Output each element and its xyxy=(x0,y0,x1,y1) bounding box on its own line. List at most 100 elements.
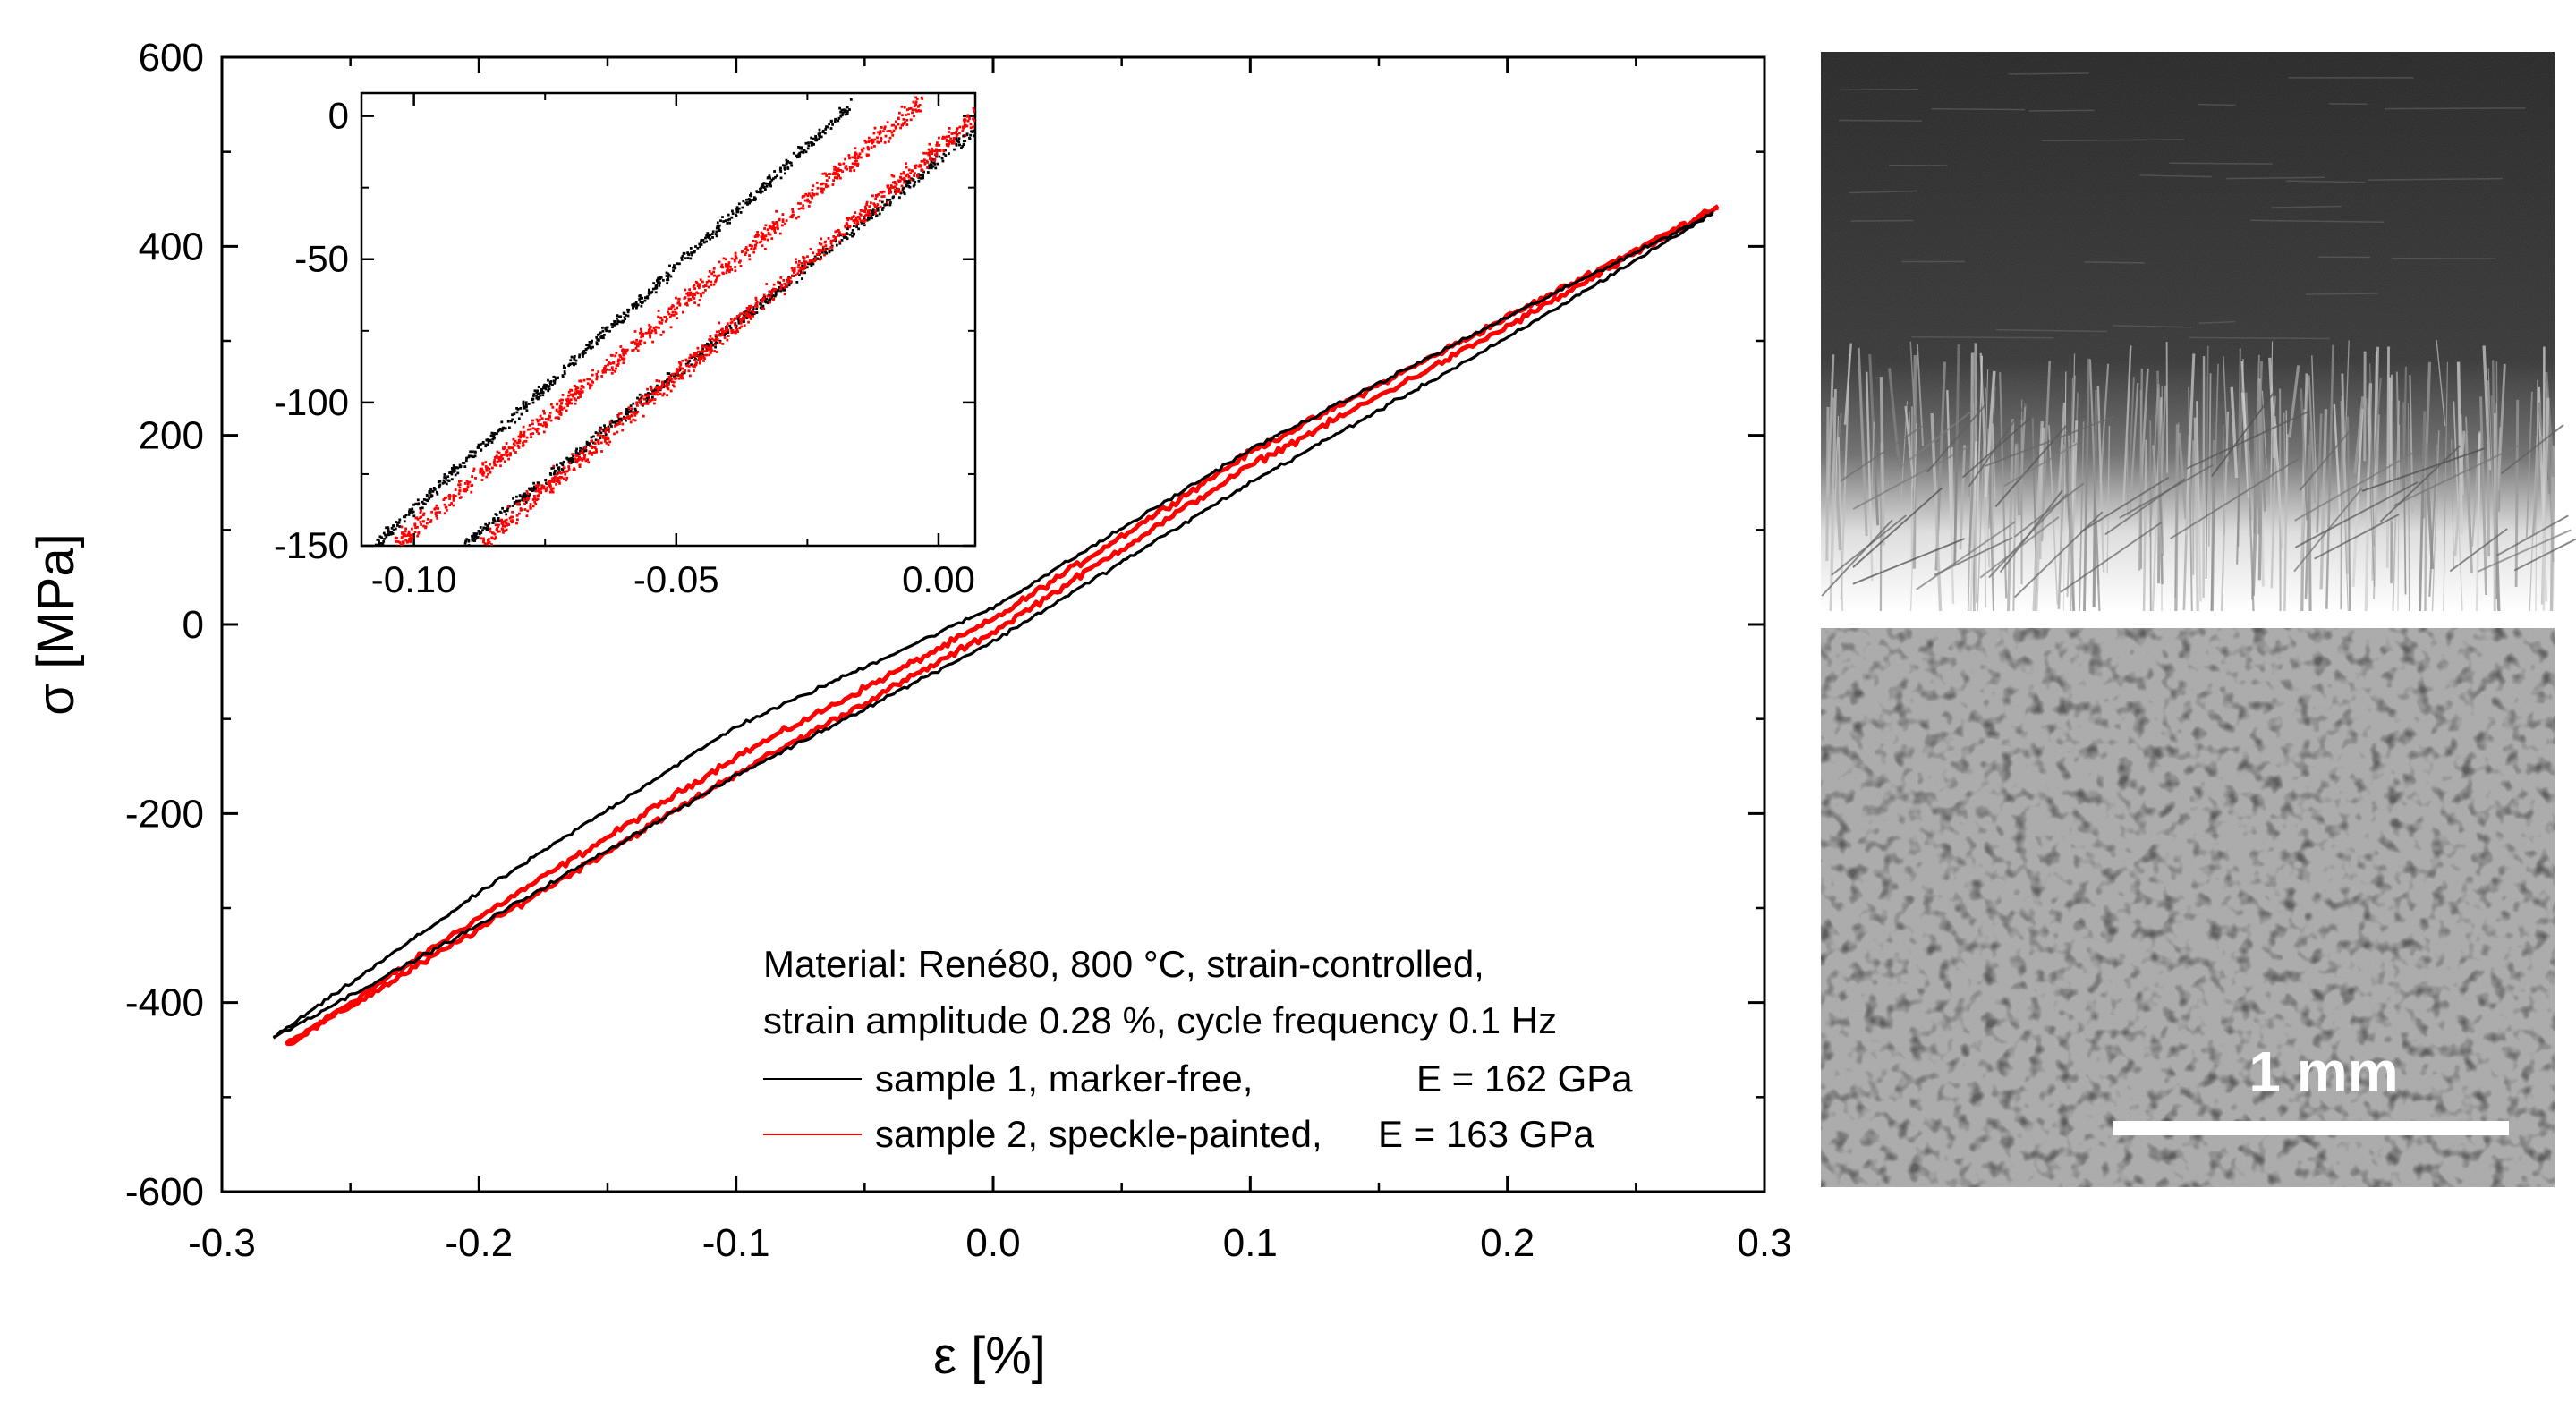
inset-point xyxy=(828,176,831,179)
inset-point xyxy=(527,403,531,405)
inset-point xyxy=(867,153,870,157)
inset-point xyxy=(545,384,548,386)
inset-point xyxy=(588,450,591,454)
inset-point xyxy=(905,114,907,116)
inset-point xyxy=(480,472,484,476)
inset-point xyxy=(677,369,680,372)
inset-point xyxy=(594,438,598,442)
inset-point xyxy=(562,471,565,474)
inset-point xyxy=(616,317,618,320)
inset-point xyxy=(705,281,709,284)
inset-point xyxy=(907,168,911,172)
inset-point xyxy=(697,350,700,353)
inset-point xyxy=(739,320,743,323)
inset-point xyxy=(522,425,525,429)
inset-point xyxy=(803,261,806,265)
inset-point xyxy=(594,431,598,434)
inset-point xyxy=(591,446,594,449)
inset-point xyxy=(716,337,719,341)
inset-point xyxy=(503,454,506,456)
inset-point xyxy=(778,286,781,289)
inset-point xyxy=(601,326,604,329)
inset-point xyxy=(819,252,821,256)
inset-point xyxy=(378,535,382,539)
inset-point xyxy=(867,148,870,151)
inset-point xyxy=(582,355,584,358)
inset-point xyxy=(649,326,652,329)
inset-point xyxy=(712,338,716,342)
inset-point xyxy=(868,205,871,208)
inset-point xyxy=(941,159,945,163)
inset-point xyxy=(836,229,838,233)
inset-point xyxy=(579,451,582,454)
inset-point xyxy=(905,118,909,122)
inset-point xyxy=(916,105,920,108)
inset-point xyxy=(726,325,728,327)
inset-point xyxy=(755,307,759,310)
inset-point xyxy=(465,538,469,541)
inset-point xyxy=(377,539,380,541)
inset-x-tick-label: -0.10 xyxy=(371,558,457,600)
inset-point xyxy=(795,258,797,261)
inset-point xyxy=(531,427,535,430)
inset-point xyxy=(484,526,487,530)
inset-point xyxy=(922,174,924,177)
inset-point xyxy=(458,489,462,492)
inset-point xyxy=(853,225,855,227)
inset-point xyxy=(884,134,888,138)
inset-point xyxy=(905,162,907,166)
inset-point xyxy=(920,159,923,163)
inset-point xyxy=(481,529,484,532)
inset-point xyxy=(855,219,859,223)
inset-point xyxy=(540,488,542,490)
inset-point xyxy=(625,408,629,412)
y-tick-label: 0 xyxy=(183,603,204,647)
inset-point xyxy=(831,173,835,175)
inset-point xyxy=(737,321,741,325)
inset-point xyxy=(746,312,750,316)
inset-point xyxy=(590,436,593,439)
inset-point xyxy=(738,327,742,330)
inset-point xyxy=(744,248,747,250)
inset-point xyxy=(868,217,871,219)
inset-point xyxy=(513,444,516,447)
inset-point xyxy=(909,118,913,122)
inset-point xyxy=(533,500,537,504)
inset-point xyxy=(732,330,735,334)
inset-point xyxy=(608,427,611,430)
inset-point xyxy=(438,480,442,483)
inset-point xyxy=(497,429,500,433)
inset-point xyxy=(428,490,431,494)
inset-point xyxy=(689,299,693,302)
inset-point xyxy=(687,365,691,368)
inset-point xyxy=(714,343,717,346)
inset-point xyxy=(803,256,806,259)
inset-point xyxy=(613,432,616,436)
inset-point xyxy=(605,368,608,371)
inset-point xyxy=(692,295,694,299)
inset-point xyxy=(953,148,956,151)
inset-point xyxy=(411,511,413,514)
inset-point xyxy=(824,127,828,131)
inset-point xyxy=(529,503,532,505)
inset-point xyxy=(503,510,506,513)
inset-point xyxy=(536,486,540,489)
inset-point xyxy=(539,394,542,397)
inset-point xyxy=(712,267,716,270)
inset-point xyxy=(603,424,606,428)
inset-point xyxy=(810,264,813,267)
inset-point xyxy=(503,427,506,430)
inset-point xyxy=(933,158,937,161)
inset-point xyxy=(879,130,882,132)
inset-point xyxy=(634,412,638,415)
inset-point xyxy=(567,468,571,471)
inset-point xyxy=(471,539,474,542)
inset-point xyxy=(856,165,859,167)
inset-point xyxy=(508,516,512,520)
inset-point xyxy=(600,335,603,338)
inset-point xyxy=(591,381,594,384)
inset-point xyxy=(818,242,821,245)
inset-point xyxy=(525,497,529,500)
inset-point xyxy=(704,236,707,240)
inset-point xyxy=(533,485,536,488)
